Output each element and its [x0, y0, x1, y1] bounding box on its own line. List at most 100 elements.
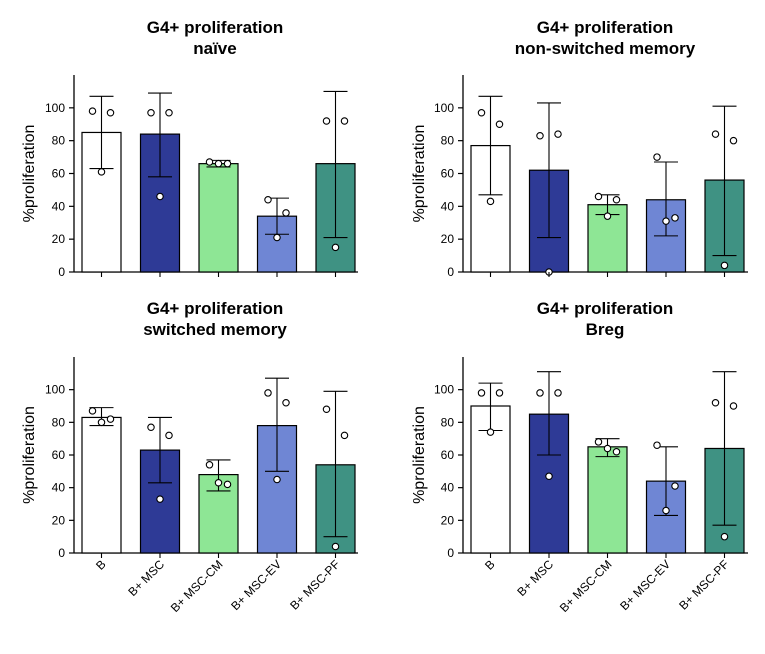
y-tick-label: 60	[52, 167, 66, 181]
y-tick-label: 80	[52, 134, 66, 148]
data-point	[214, 159, 223, 168]
chart-title-line-2: non-switched memory	[515, 39, 696, 58]
y-tick-label: 20	[441, 232, 455, 246]
data-point	[477, 389, 486, 397]
data-point	[165, 431, 173, 440]
data-point	[671, 482, 679, 490]
data-point	[340, 431, 349, 440]
y-tick-label: 0	[447, 546, 454, 560]
y-axis-label: %proliferation	[21, 125, 38, 223]
data-point	[662, 506, 670, 515]
data-point	[97, 168, 106, 176]
y-axis-label: %proliferation	[411, 406, 428, 504]
data-point	[264, 196, 272, 204]
data-point	[156, 192, 164, 201]
y-tick-label: 20	[52, 232, 66, 246]
y-tick-label: 0	[58, 265, 65, 279]
y-tick-label: 80	[441, 415, 455, 429]
data-point	[720, 532, 729, 541]
y-tick-label: 40	[441, 199, 455, 213]
data-point	[88, 107, 97, 115]
data-point	[322, 117, 331, 125]
chart-panel-2: G4+ proliferation non-switched memory %pro…	[411, 18, 748, 279]
chart-title-line-1: G4+ proliferation	[537, 18, 674, 37]
data-point	[486, 197, 495, 206]
y-tick-label: 40	[52, 481, 66, 495]
data-point	[214, 479, 223, 487]
chart-title-line-1: G4+ proliferation	[147, 299, 284, 318]
chart-panel-4: G4+ proliferation Breg %proliferation 0 20 40…	[411, 299, 748, 615]
data-point	[205, 461, 214, 469]
chart-title-line-1: G4+ proliferation	[147, 18, 284, 37]
data-point	[477, 109, 486, 117]
y-tick-label: 80	[52, 415, 66, 429]
y-tick-label: 0	[58, 546, 65, 560]
data-point	[662, 217, 670, 225]
data-point	[711, 130, 720, 138]
data-point	[486, 428, 495, 436]
data-point	[147, 423, 155, 431]
data-point	[711, 398, 720, 407]
x-tick-label: B	[482, 557, 498, 573]
data-point	[147, 109, 155, 117]
x-tick-label: B+ MSC-EV	[228, 557, 284, 613]
x-tick-label: B+ MSC-CM	[168, 557, 226, 615]
y-tick-label: 40	[441, 481, 455, 495]
y-tick-label: 80	[441, 134, 455, 148]
data-point	[282, 398, 290, 407]
data-point	[554, 389, 562, 397]
y-axis-label: %proliferation	[21, 406, 38, 504]
chart-title-line-1: G4+ proliferation	[537, 299, 674, 318]
chart-title-line-2: naïve	[193, 39, 236, 58]
x-tick-label: B+ MSC-CM	[557, 557, 615, 615]
x-tick-label: B+ MSC	[125, 557, 167, 599]
data-point	[282, 209, 290, 217]
chart-panel-1: G4+ proliferation naïve %proliferation 0 20 4…	[21, 18, 358, 279]
data-point	[165, 109, 173, 117]
data-point	[322, 405, 331, 414]
data-point	[273, 233, 281, 242]
data-point	[671, 214, 679, 222]
data-point	[264, 389, 272, 397]
data-point	[603, 444, 612, 453]
bar	[587, 446, 628, 554]
y-tick-label: 60	[441, 448, 455, 462]
bar	[81, 416, 122, 554]
data-point	[205, 158, 214, 166]
data-point	[223, 159, 232, 168]
data-point	[729, 402, 738, 410]
bar	[198, 163, 239, 273]
y-axis-label: %proliferation	[411, 125, 428, 223]
y-tick-label: 100	[434, 383, 454, 397]
y-tick-label: 20	[52, 513, 66, 527]
data-point	[653, 441, 661, 449]
data-point	[603, 212, 612, 220]
data-point	[273, 475, 281, 484]
data-point	[594, 192, 603, 201]
y-tick-label: 60	[441, 167, 455, 181]
data-point	[106, 109, 115, 117]
data-point	[495, 389, 504, 397]
data-point	[653, 153, 661, 161]
y-tick-label: 100	[45, 383, 65, 397]
y-tick-label: 0	[447, 265, 454, 279]
y-tick-label: 40	[52, 199, 66, 213]
data-point	[223, 480, 232, 489]
data-point	[536, 131, 544, 140]
data-point	[106, 415, 115, 423]
x-tick-label: B	[93, 557, 109, 573]
data-point	[331, 542, 340, 551]
x-tick-label: B+ MSC	[514, 557, 556, 599]
data-point	[340, 117, 349, 125]
data-point	[545, 472, 553, 480]
y-tick-label: 100	[45, 101, 65, 115]
chart-title-line-2: Breg	[586, 320, 625, 339]
data-point	[612, 447, 621, 456]
data-point	[156, 495, 164, 503]
data-point	[495, 120, 504, 129]
chart-title-line-2: switched memory	[143, 320, 287, 339]
data-point	[554, 130, 562, 138]
x-tick-label: B+ MSC-PF	[287, 557, 342, 612]
